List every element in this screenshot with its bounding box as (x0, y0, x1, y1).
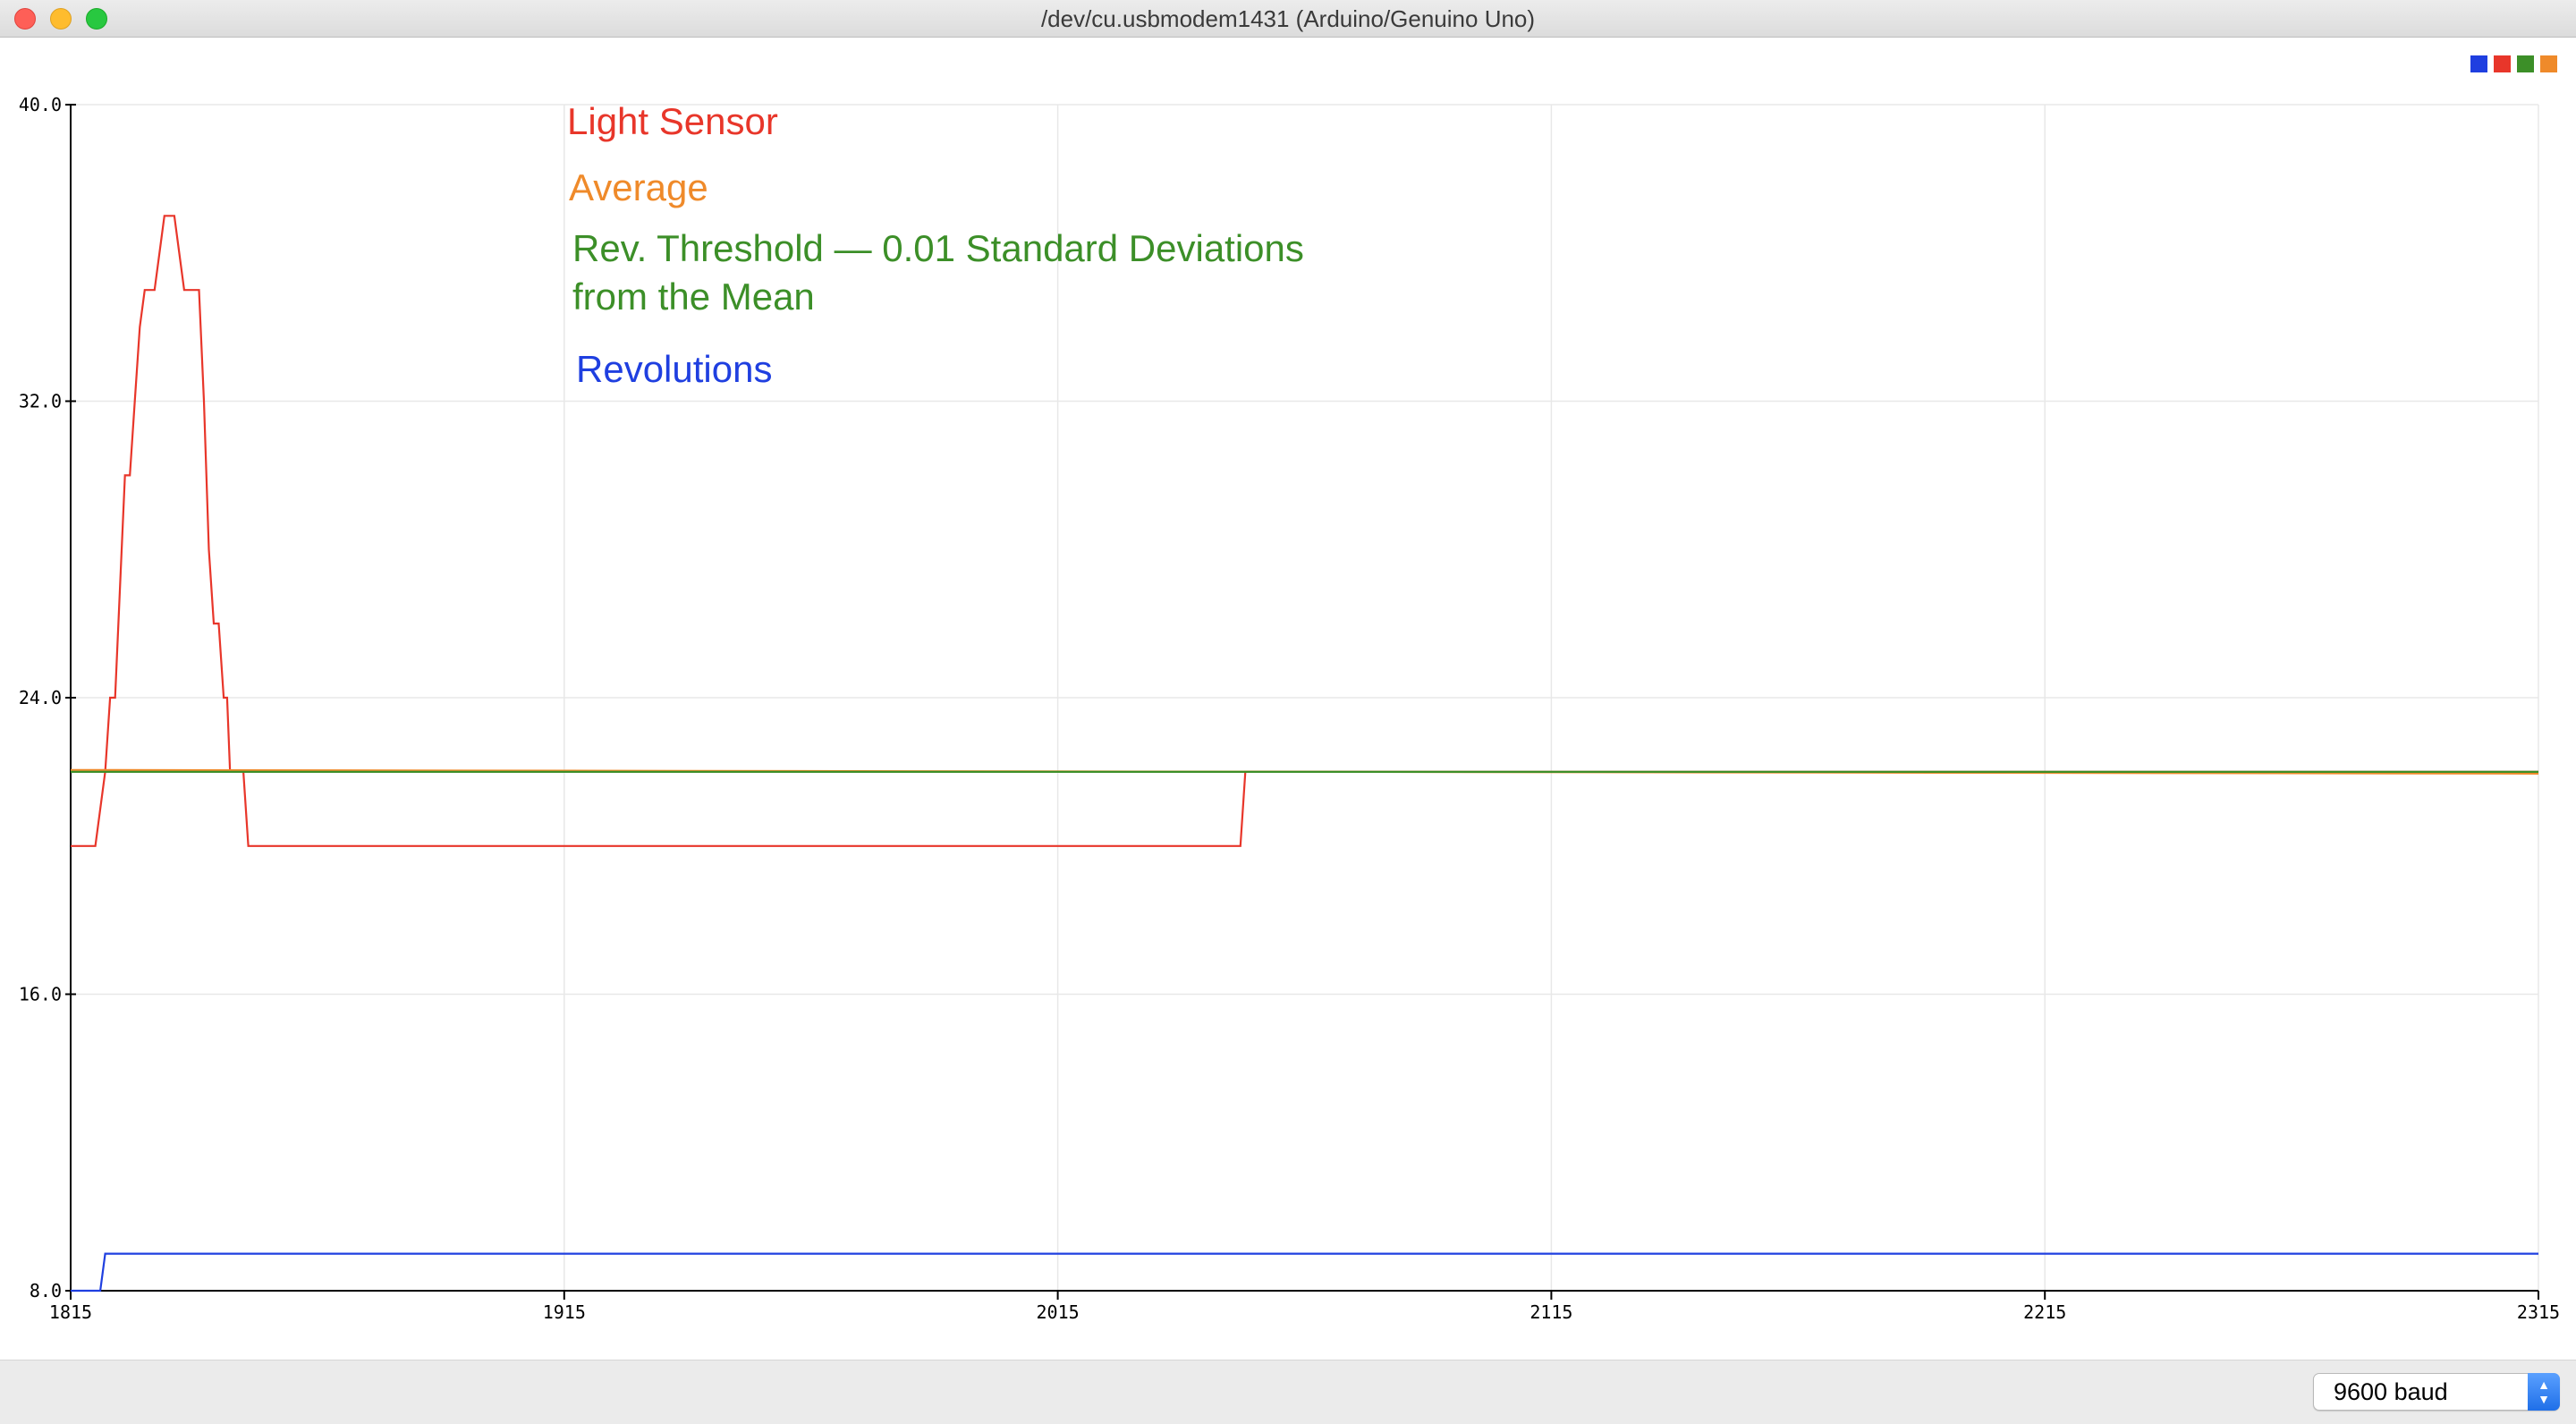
baud-rate-select[interactable]: 9600 baud ▲ ▼ (2313, 1373, 2560, 1411)
zoom-window-button[interactable] (86, 8, 107, 30)
series-label: from the Mean (572, 275, 815, 318)
x-tick-label: 2215 (2023, 1301, 2066, 1323)
series-label: Average (569, 166, 708, 208)
window-title: /dev/cu.usbmodem1431 (Arduino/Genuino Un… (1040, 5, 1536, 32)
y-tick-label: 32.0 (19, 391, 62, 412)
baud-rate-value: 9600 baud (2334, 1378, 2448, 1405)
legend-swatch (2540, 55, 2557, 72)
close-window-button[interactable] (14, 8, 36, 30)
y-tick-label: 40.0 (19, 94, 62, 115)
title-bar: /dev/cu.usbmodem1431 (Arduino/Genuino Un… (0, 0, 2576, 38)
series-label: Rev. Threshold — 0.01 Standard Deviation… (572, 227, 1304, 269)
series-label: Light Sensor (567, 100, 778, 142)
legend-swatch (2517, 55, 2534, 72)
bottom-toolbar: 9600 baud ▲ ▼ (0, 1360, 2576, 1424)
x-tick-label: 2115 (1530, 1301, 1572, 1323)
legend-swatch (2494, 55, 2511, 72)
x-tick-label: 1915 (543, 1301, 586, 1323)
up-down-chevron-icon[interactable]: ▲ ▼ (2528, 1373, 2560, 1411)
minimize-window-button[interactable] (50, 8, 72, 30)
x-tick-label: 2015 (1037, 1301, 1080, 1323)
y-tick-label: 16.0 (19, 984, 62, 1005)
x-tick-label: 1815 (49, 1301, 92, 1323)
x-tick-label: 2315 (2517, 1301, 2560, 1323)
serial-plotter-chart: 1815 1915 2015 2115 2215 2315 8.0 16.0 24.0 32.0 4… (19, 55, 2560, 1323)
series-line-0 (71, 215, 2538, 847)
y-tick-label: 8.0 (30, 1280, 62, 1301)
legend-swatch (2470, 55, 2487, 72)
y-tick-label: 24.0 (19, 687, 62, 708)
series-line-3 (71, 1252, 2538, 1293)
series-label: Revolutions (576, 348, 772, 390)
